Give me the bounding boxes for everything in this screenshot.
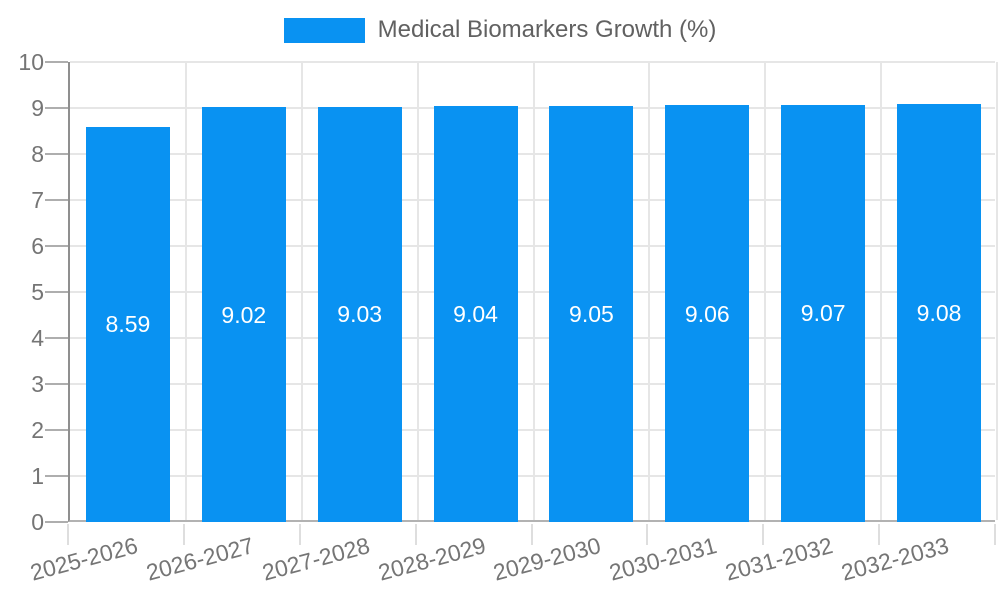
bar-value-label: 9.07 [800, 300, 846, 327]
y-axis-tick-mark [45, 61, 68, 63]
bar[interactable]: 8.59 [85, 126, 170, 522]
y-axis-tick-label: 0 [31, 509, 44, 535]
bar[interactable]: 9.08 [897, 104, 982, 522]
bar-value-label: 9.05 [569, 300, 614, 327]
y-axis-tick-mark [45, 383, 68, 385]
gridline-vertical [880, 62, 883, 520]
y-axis-tick-label: 3 [31, 371, 44, 397]
bar-value-label: 9.04 [453, 301, 498, 328]
bar-value-label: 9.02 [221, 301, 267, 328]
x-axis-tick-mark [414, 524, 417, 545]
gridline-vertical [416, 62, 419, 520]
bar[interactable]: 9.07 [781, 104, 866, 522]
legend: Medical Biomarkers Growth (%) [0, 17, 1000, 43]
y-axis-tick-mark [45, 291, 68, 293]
y-axis-tick-label: 1 [31, 463, 44, 489]
bar-value-label: 9.08 [916, 300, 962, 327]
y-axis-tick-mark [45, 153, 68, 155]
bar[interactable]: 9.03 [317, 106, 402, 522]
y-axis-tick-mark [45, 521, 68, 523]
x-axis-tick-mark [646, 524, 649, 545]
y-axis-tick-label: 4 [31, 325, 44, 351]
legend-label: Medical Biomarkers Growth (%) [377, 16, 717, 43]
x-axis-tick-mark [298, 524, 301, 545]
x-axis-tick-mark [994, 524, 996, 545]
x-axis-tick-mark [762, 524, 765, 545]
gridline-vertical [996, 62, 998, 520]
bar[interactable]: 9.05 [549, 105, 634, 522]
y-axis-tick-label: 9 [31, 95, 44, 121]
legend-swatch [283, 17, 365, 43]
y-axis-tick-label: 7 [31, 187, 44, 213]
x-axis-tick-mark [878, 524, 881, 545]
y-axis-tick-mark [45, 245, 68, 247]
y-axis-tick-label: 6 [31, 233, 44, 259]
y-axis-tick-label: 5 [31, 279, 44, 305]
y-axis-tick-mark [45, 337, 68, 339]
bar-value-label: 9.06 [684, 300, 730, 327]
y-axis-tick-mark [45, 107, 68, 109]
y-axis-tick-label: 2 [31, 417, 44, 443]
bar[interactable]: 9.02 [201, 107, 286, 522]
y-axis-tick-mark [45, 475, 68, 477]
bar[interactable]: 9.04 [433, 106, 518, 522]
y-axis-tick-label: 10 [18, 49, 44, 75]
gridline-vertical [648, 62, 651, 520]
legend-item[interactable]: Medical Biomarkers Growth (%) [283, 16, 717, 43]
bar-value-label: 9.03 [337, 301, 383, 328]
plot-area: 8.59 9.02 9.03 9.04 9.05 9.06 9.07 9.08 [68, 61, 998, 522]
y-axis-tick-mark [45, 199, 68, 201]
bar-value-label: 8.59 [105, 311, 151, 338]
bar[interactable]: 9.06 [665, 105, 750, 522]
gridline-vertical [532, 62, 535, 520]
y-axis-tick-mark [45, 429, 68, 431]
x-axis-tick-mark [67, 524, 69, 545]
x-axis-tick-mark [182, 524, 185, 545]
x-axis-tick-mark [530, 524, 533, 545]
gridline-vertical [300, 62, 303, 520]
gridline-vertical [764, 62, 767, 520]
y-axis-tick-label: 8 [31, 141, 44, 167]
gridline-vertical [184, 62, 187, 520]
